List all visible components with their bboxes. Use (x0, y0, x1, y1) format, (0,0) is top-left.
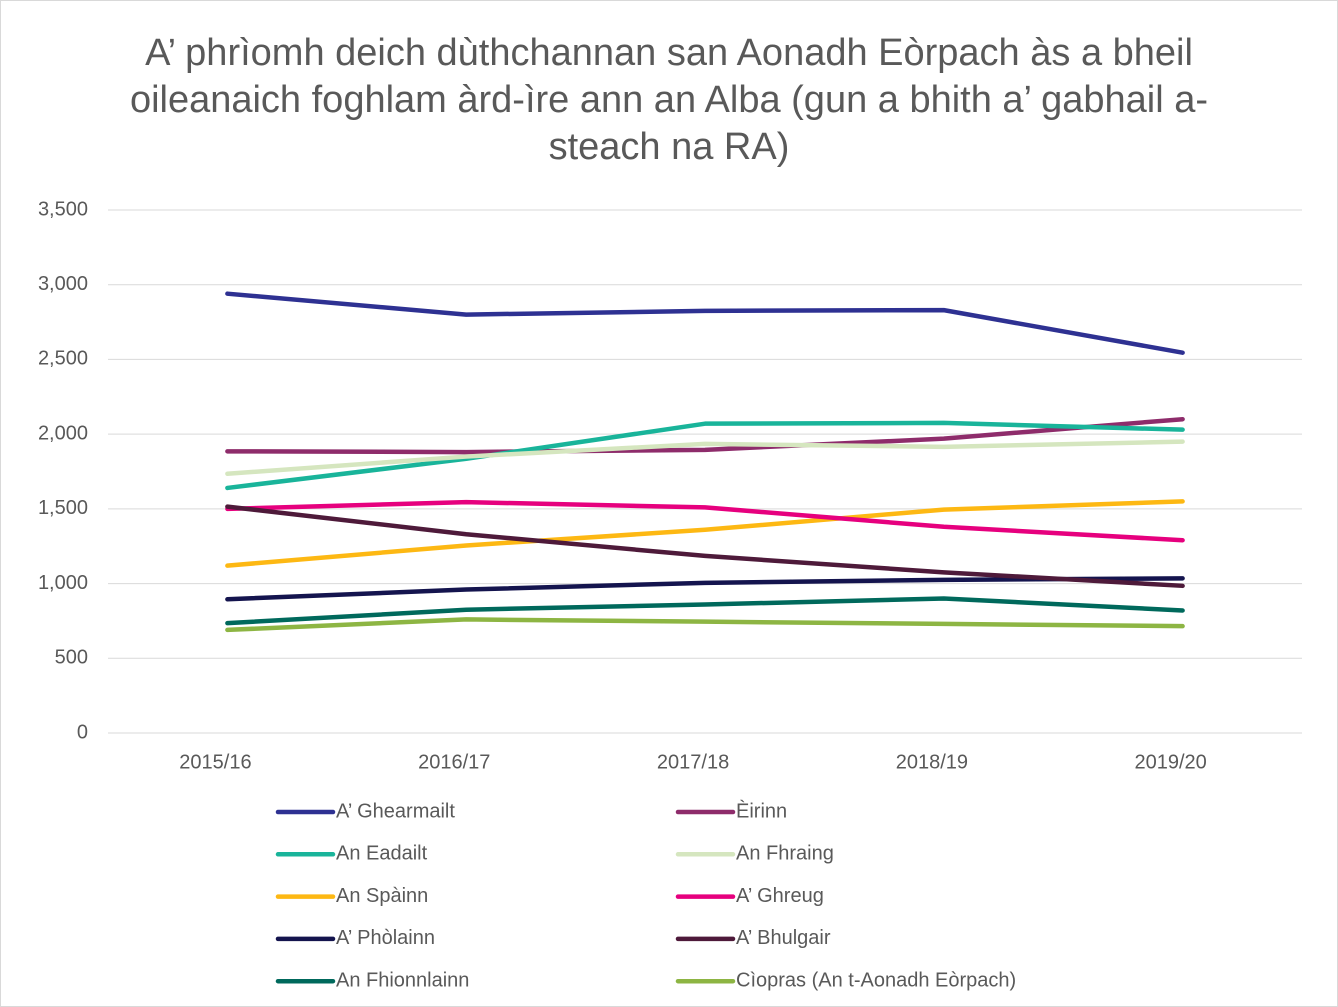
y-tick-label: 2,500 (38, 348, 88, 370)
series-line (225, 504, 1185, 589)
y-tick-label: 0 (77, 721, 88, 743)
series-line (225, 291, 1185, 355)
legend-label: An Eadailt (336, 843, 428, 865)
y-tick-label: 500 (55, 647, 88, 669)
legend-label: An Fhraing (736, 843, 834, 865)
legend-label: A’ Bhulgair (736, 927, 831, 949)
series-line (225, 576, 1185, 602)
y-tick-label: 2,000 (38, 422, 88, 444)
series-line (225, 499, 1185, 543)
series-line (225, 420, 1185, 491)
series-line (225, 499, 1185, 568)
x-tick-label: 2019/20 (1135, 751, 1207, 773)
x-tick-label: 2017/18 (657, 751, 729, 773)
series-line (225, 439, 1185, 476)
legend-label: Cìopras (An t-Aonadh Eòrpach) (736, 969, 1016, 991)
x-tick-label: 2016/17 (418, 751, 490, 773)
series-line (225, 416, 1185, 455)
y-tick-label: 1,500 (38, 497, 88, 519)
legend-label: Èirinn (736, 799, 787, 822)
x-tick-label: 2015/16 (179, 751, 251, 773)
y-tick-label: 3,500 (38, 198, 88, 220)
x-tick-label: 2018/19 (896, 751, 968, 773)
legend-label: A’ Ghreug (736, 885, 824, 907)
legend-label: A’ Phòlainn (336, 927, 435, 949)
y-tick-label: 1,000 (38, 572, 88, 594)
legend-label: A’ Ghearmailt (336, 800, 455, 822)
y-tick-label: 3,000 (38, 273, 88, 295)
series-line (225, 617, 1185, 633)
legend-label: An Spàinn (336, 885, 428, 907)
series-line (225, 596, 1185, 626)
chart-title: A’ phrìomh deich dùthchannan san Aonadh … (129, 32, 1209, 168)
legend-label: An Fhionnlainn (336, 969, 469, 991)
